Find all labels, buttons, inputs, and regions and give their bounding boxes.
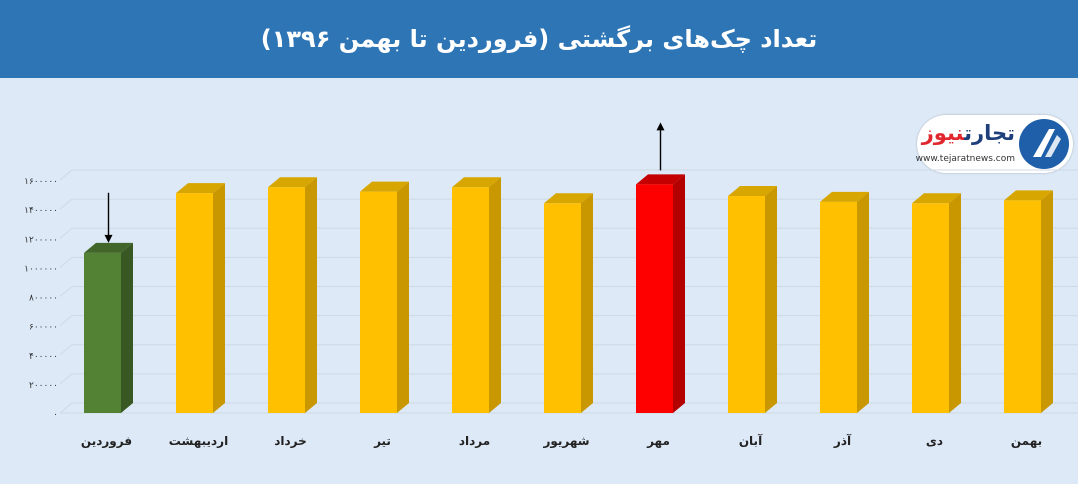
gridline-depth (59, 169, 73, 181)
logo-emblem-icon (1019, 119, 1069, 169)
bar-side (121, 242, 133, 413)
logo-site-url: www.tejaratnews.com (915, 154, 1015, 164)
gridline-depth (59, 315, 73, 327)
bar-top (176, 183, 225, 194)
x-category-label: دی (926, 434, 943, 448)
y-tick-label: ۱۰۰۰۰۰۰ (24, 264, 58, 274)
gridline-depth (59, 198, 73, 210)
bar-side (949, 193, 961, 413)
y-tick-label: ۸۰۰۰۰۰ (29, 294, 58, 304)
x-category-label: مرداد (459, 434, 490, 448)
bar-top (728, 186, 777, 197)
y-tick-label: ۱۶۰۰۰۰۰ (24, 177, 58, 187)
bar-7 (728, 196, 765, 413)
y-tick-label: ۰ (53, 410, 58, 420)
bar-0 (84, 252, 121, 413)
y-tick-label: ۱۴۰۰۰۰۰ (24, 206, 58, 216)
bar-3 (360, 191, 397, 413)
min-arrow-head-icon (104, 234, 113, 243)
y-tick-label: ۲۰۰۰۰۰ (29, 381, 58, 391)
gridline-depth (59, 227, 73, 239)
bar-1 (176, 193, 213, 413)
bar-side (765, 186, 777, 413)
x-category-label: اردیبهشت (169, 434, 228, 448)
bar-side (857, 191, 869, 413)
x-category-label: بهمن (1011, 434, 1042, 448)
x-category-label: آبان (739, 433, 763, 448)
bar-4 (452, 187, 489, 413)
tejaratnews-logo: تجارتنیوز www.tejaratnews.com (915, 115, 1073, 173)
gridline-depth (59, 344, 73, 356)
bar-side (305, 177, 317, 413)
bar-top (820, 191, 869, 202)
x-category-label: تیر (373, 434, 391, 448)
bar-top (912, 193, 961, 204)
gridline-depth (59, 402, 73, 414)
bar-side (673, 174, 685, 413)
gridline-depth (59, 256, 73, 268)
gridline-depth (59, 286, 73, 297)
max-arrow-head-icon (656, 122, 665, 131)
logo-brand-part2: نیوز (921, 121, 965, 145)
x-category-label: مهر (646, 434, 670, 448)
bar-9 (912, 203, 949, 413)
bar-top (268, 177, 317, 188)
bar-top (452, 177, 501, 188)
bar-8 (820, 201, 857, 413)
bar-chart: ۰ ۲۰۰۰۰۰ ۴۰۰۰۰۰ ۶۰۰۰۰۰ ۸۰۰۰۰۰ ۱۰۰۰۰۰۰ ۱۲۰۰۰۰۰ ۱… (24, 122, 1078, 449)
bar-top (1004, 190, 1053, 201)
logo-brand-text: تجارتنیوز (922, 121, 1015, 145)
y-tick-label: ۱۲۰۰۰۰۰ (24, 235, 58, 245)
bar-5 (544, 203, 581, 413)
bar-2 (268, 187, 305, 413)
bar-top (544, 193, 593, 204)
x-category-label: آذر (833, 433, 852, 448)
x-category-label: خرداد (274, 434, 307, 448)
bar-top (84, 242, 133, 253)
x-category-label: فروردین (81, 434, 132, 449)
bar-top (360, 181, 409, 192)
bar-side (213, 183, 225, 413)
x-category-label: شهریور (542, 434, 589, 449)
y-tick-label: ۴۰۰۰۰۰ (29, 352, 58, 362)
bar-side (581, 193, 593, 413)
bar-10 (1004, 200, 1041, 413)
bar-6 (636, 184, 673, 413)
bar-side (1041, 190, 1053, 413)
gridline-depth (59, 373, 73, 385)
bar-top (636, 174, 685, 185)
chart-header: تعداد چک‌های برگشتی (فروردین تا بهمن ۱۳۹… (0, 0, 1078, 78)
chart-title: تعداد چک‌های برگشتی (فروردین تا بهمن ۱۳۹… (260, 25, 818, 53)
bar-side (397, 181, 409, 413)
y-tick-label: ۶۰۰۰۰۰ (29, 323, 58, 333)
logo-brand-part1: تجارت (964, 121, 1015, 145)
bar-side (489, 177, 501, 413)
